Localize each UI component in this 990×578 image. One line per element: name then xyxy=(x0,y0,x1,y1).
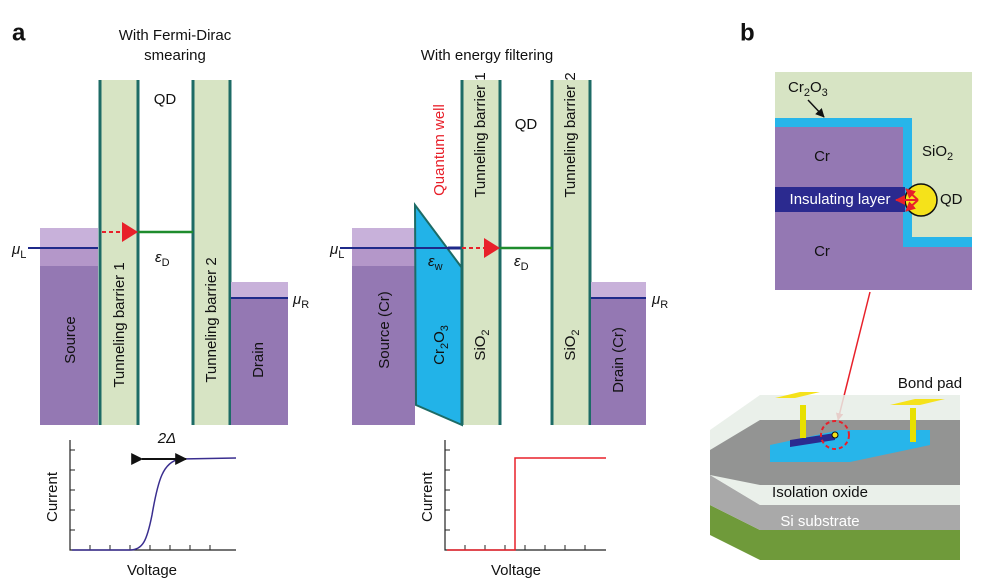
left-diagram: μL μR εD QD Source Tunneling barrier 1 T… xyxy=(11,80,309,425)
y-label: Current xyxy=(44,471,61,522)
current-curve xyxy=(72,458,236,550)
barrier-label: Tunneling barrier 2 xyxy=(562,72,579,197)
qd-label: QD xyxy=(154,91,177,108)
mu-r: μR xyxy=(651,291,668,311)
qd-label: QD xyxy=(515,116,538,133)
source-label: Source (Cr) xyxy=(376,291,393,369)
bond-pad-label: Bond pad xyxy=(898,375,962,392)
mu-l: μL xyxy=(11,241,26,261)
cr-label: Cr xyxy=(814,243,830,260)
axes xyxy=(70,440,236,550)
insulating-label: Insulating layer xyxy=(790,191,891,208)
drain-label: Drain (Cr) xyxy=(610,327,627,393)
lead xyxy=(910,408,916,442)
panel-label: b xyxy=(740,19,755,46)
panel-label: a xyxy=(12,19,26,46)
x-label: Voltage xyxy=(491,562,541,578)
x-label: Voltage xyxy=(127,562,177,578)
drain-label: Drain xyxy=(250,342,267,378)
source-label: Source xyxy=(62,316,79,364)
mu-r: μR xyxy=(292,291,309,311)
cr2o3-barrier xyxy=(415,205,462,425)
width-label: 2Δ xyxy=(157,430,176,447)
oxide-label: Isolation oxide xyxy=(772,484,868,501)
left-plot: 2Δ Current Voltage xyxy=(44,430,236,578)
barrier-label: Tunneling barrier 1 xyxy=(111,262,128,387)
source-band xyxy=(352,248,415,266)
quantum-well-label: Quantum well xyxy=(431,104,448,196)
mu-l: μL xyxy=(329,241,344,261)
eps-d: εD xyxy=(155,249,170,269)
dot xyxy=(832,432,838,438)
cross-section: Cr2O3 SiO2 Cr Cr Insulating layer QD xyxy=(775,72,972,290)
cr-label: Cr xyxy=(814,148,830,165)
title: smearing xyxy=(144,47,206,64)
right-diagram: μL μR εw εD QD Quantum well Source (Cr) … xyxy=(329,72,668,425)
barrier-label: Tunneling barrier 1 xyxy=(472,72,489,197)
y-label: Current xyxy=(419,471,436,522)
lead xyxy=(800,405,806,438)
eps-d: εD xyxy=(514,253,529,273)
title: With energy filtering xyxy=(421,47,554,64)
device: Bond pad Isolation oxide Si substrate xyxy=(710,375,962,560)
barrier-label: Tunneling barrier 2 xyxy=(203,257,220,382)
title: With Fermi-Dirac xyxy=(119,27,232,44)
qd-label: QD xyxy=(940,191,963,208)
ticks xyxy=(70,450,210,550)
figure: a With Fermi-Dirac smearing μL μR εD QD … xyxy=(0,0,990,578)
source-band xyxy=(40,248,98,266)
axes xyxy=(445,440,606,550)
substrate-label: Si substrate xyxy=(780,513,859,530)
right-plot: Current Voltage xyxy=(419,440,606,578)
current-curve xyxy=(447,458,606,550)
